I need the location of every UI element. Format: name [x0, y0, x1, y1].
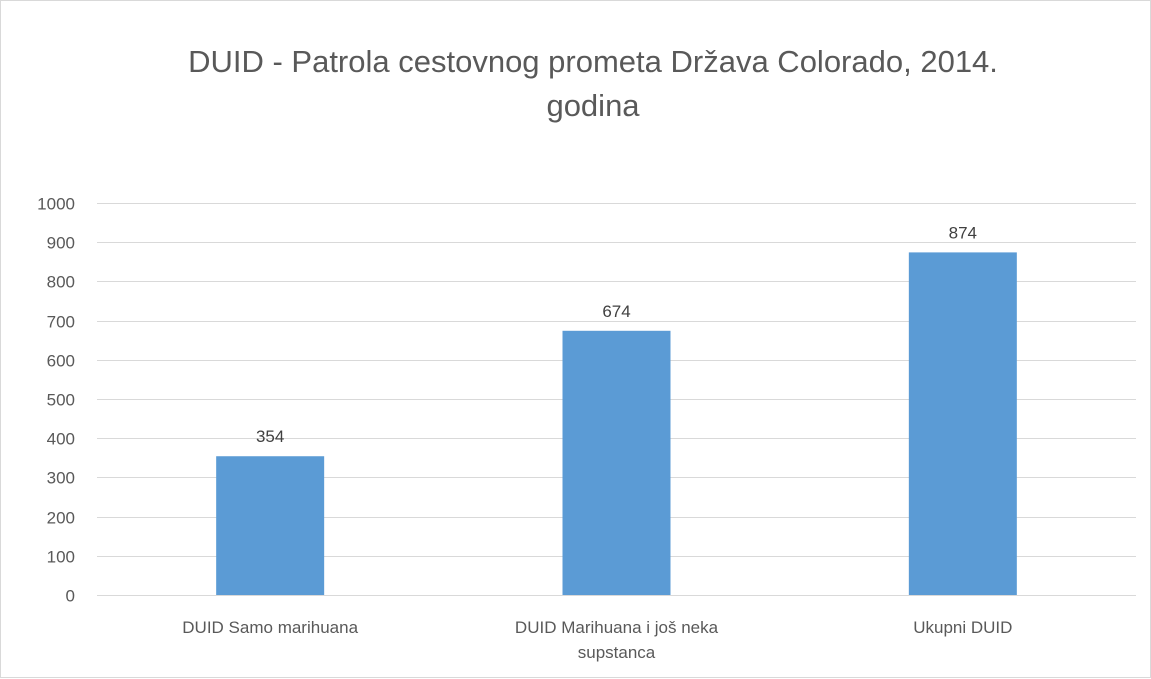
y-tick-label: 300	[47, 469, 75, 488]
chart-title-line: DUID - Patrola cestovnog prometa Država …	[188, 44, 998, 79]
bar	[562, 330, 671, 595]
y-tick-label: 0	[66, 587, 75, 606]
y-tick-label: 700	[47, 313, 75, 332]
data-label: 674	[602, 302, 630, 321]
y-tick-label: 100	[47, 548, 75, 567]
data-labels: 354 674 874	[256, 223, 977, 446]
y-tick-label: 800	[47, 273, 75, 292]
data-label: 354	[256, 427, 284, 446]
data-label: 874	[949, 223, 977, 242]
y-tick-label: 400	[47, 430, 75, 449]
chart-title-line: godina	[546, 88, 640, 123]
y-tick-label: 900	[47, 234, 75, 253]
x-category-label: supstanca	[578, 643, 656, 662]
x-axis-category-labels: DUID Samo marihuana DUID Marihuana i još …	[182, 618, 1012, 662]
y-axis-tick-labels: 0 100 200 300 400 500 600 700 800 900 1000	[37, 195, 75, 606]
y-tick-label: 600	[47, 352, 75, 371]
bars	[216, 252, 1017, 595]
x-category-label: DUID Marihuana i još neka	[515, 618, 719, 637]
y-tick-label: 1000	[37, 195, 75, 214]
x-category-label: DUID Samo marihuana	[182, 618, 358, 637]
y-tick-label: 200	[47, 509, 75, 528]
y-tick-label: 500	[47, 391, 75, 410]
chart-title: DUID - Patrola cestovnog prometa Država …	[188, 44, 998, 123]
bar	[216, 456, 325, 595]
bar	[908, 252, 1017, 595]
x-category-label: Ukupni DUID	[913, 618, 1012, 637]
